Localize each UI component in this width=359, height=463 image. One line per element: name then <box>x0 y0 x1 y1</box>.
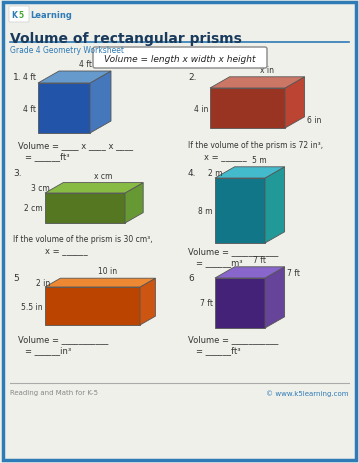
Text: x in: x in <box>260 66 274 75</box>
Text: 4.: 4. <box>188 169 196 178</box>
Text: 7 ft: 7 ft <box>286 269 300 277</box>
Text: 2.: 2. <box>188 73 196 82</box>
Polygon shape <box>38 72 111 84</box>
Text: Learning: Learning <box>30 11 72 19</box>
Text: 5.5 in: 5.5 in <box>22 302 43 311</box>
Polygon shape <box>210 78 304 89</box>
Text: 7 ft: 7 ft <box>253 255 266 264</box>
Polygon shape <box>140 279 155 325</box>
Text: Volume = ____ x ____ x ____: Volume = ____ x ____ x ____ <box>18 141 133 150</box>
Polygon shape <box>265 168 285 244</box>
Text: = ______ft³: = ______ft³ <box>25 152 70 161</box>
Polygon shape <box>45 279 155 288</box>
Text: If the volume of the prism is 30 cm³,: If the volume of the prism is 30 cm³, <box>13 234 153 244</box>
Text: 5: 5 <box>13 274 19 282</box>
Polygon shape <box>215 267 285 278</box>
FancyBboxPatch shape <box>9 7 29 23</box>
Polygon shape <box>265 267 285 328</box>
Polygon shape <box>215 179 265 244</box>
Polygon shape <box>45 183 143 194</box>
Text: Grade 4 Geometry Worksheet: Grade 4 Geometry Worksheet <box>10 46 124 55</box>
Polygon shape <box>285 78 304 129</box>
Text: = ______in³: = ______in³ <box>25 345 71 354</box>
Text: = ______ft³: = ______ft³ <box>196 345 241 354</box>
Text: 4 ft: 4 ft <box>23 104 36 113</box>
Text: Volume = ___________: Volume = ___________ <box>188 334 278 343</box>
Text: 3.: 3. <box>13 169 22 178</box>
Polygon shape <box>38 84 90 134</box>
Polygon shape <box>45 194 125 224</box>
Polygon shape <box>210 89 285 129</box>
Text: 5 m: 5 m <box>252 156 267 164</box>
Text: 2 cm: 2 cm <box>24 204 43 213</box>
Polygon shape <box>215 168 285 179</box>
FancyBboxPatch shape <box>93 48 267 69</box>
Text: 7 ft: 7 ft <box>200 299 213 308</box>
Polygon shape <box>125 183 143 224</box>
Text: x = ______: x = ______ <box>45 245 88 255</box>
Text: Reading and Math for K-5: Reading and Math for K-5 <box>10 389 98 395</box>
Text: x cm: x cm <box>94 171 112 180</box>
Text: 2 in: 2 in <box>37 279 51 288</box>
Text: 3 cm: 3 cm <box>31 184 50 193</box>
Text: = ______m³: = ______m³ <box>196 257 243 266</box>
Text: 4 ft: 4 ft <box>23 73 36 82</box>
Text: 4 ft: 4 ft <box>79 60 92 69</box>
Text: Volume = length x width x height: Volume = length x width x height <box>104 54 256 63</box>
Text: If the volume of the prism is 72 in³,: If the volume of the prism is 72 in³, <box>188 141 323 150</box>
Text: 5: 5 <box>18 11 24 19</box>
Text: 4 in: 4 in <box>194 104 208 113</box>
Text: 8 m: 8 m <box>199 207 213 216</box>
Text: 6: 6 <box>188 274 194 282</box>
Text: 6 in: 6 in <box>307 116 321 125</box>
Text: Volume = ___________: Volume = ___________ <box>18 334 108 343</box>
Text: © www.k5learning.com: © www.k5learning.com <box>266 389 349 396</box>
Text: Volume = ___________: Volume = ___________ <box>188 246 278 256</box>
Text: Volume of rectangular prisms: Volume of rectangular prisms <box>10 32 242 46</box>
Text: 1.: 1. <box>13 73 22 82</box>
Text: 2 m: 2 m <box>208 169 223 177</box>
Text: 10 in: 10 in <box>98 267 117 275</box>
Text: x = ______: x = ______ <box>204 152 247 161</box>
Polygon shape <box>90 72 111 134</box>
Polygon shape <box>215 278 265 328</box>
Polygon shape <box>45 288 140 325</box>
Text: K: K <box>11 11 17 19</box>
